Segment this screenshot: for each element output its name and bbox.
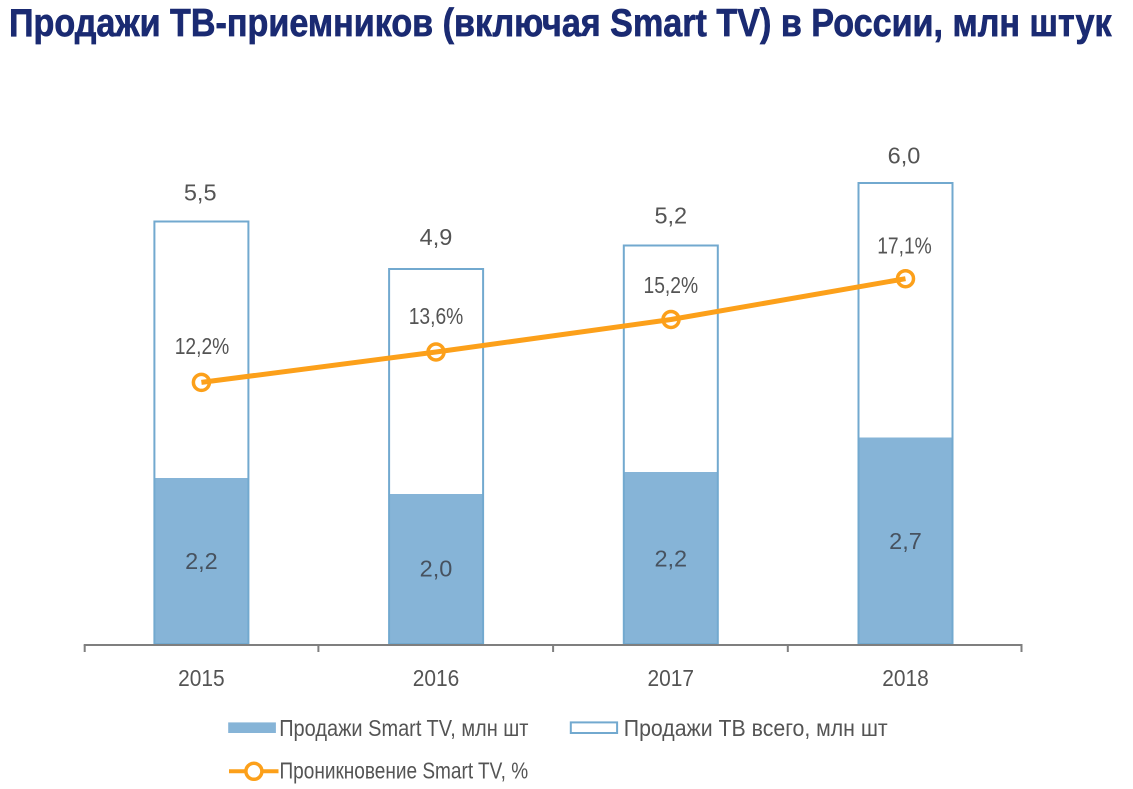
svg-text:2016: 2016 bbox=[413, 665, 460, 691]
svg-text:2017: 2017 bbox=[648, 665, 695, 691]
svg-text:2018: 2018 bbox=[882, 665, 929, 691]
svg-text:6,0: 6,0 bbox=[888, 142, 921, 168]
svg-text:12,2%: 12,2% bbox=[175, 333, 230, 359]
svg-text:2,2: 2,2 bbox=[654, 546, 687, 572]
svg-text:Продажи ТВ всего, млн шт: Продажи ТВ всего, млн шт bbox=[624, 715, 888, 741]
svg-text:5,2: 5,2 bbox=[654, 203, 687, 229]
svg-text:2,2: 2,2 bbox=[185, 548, 218, 574]
svg-text:2015: 2015 bbox=[178, 665, 225, 691]
svg-text:4,9: 4,9 bbox=[420, 224, 453, 250]
svg-text:2,7: 2,7 bbox=[889, 528, 922, 554]
svg-text:13,6%: 13,6% bbox=[409, 303, 464, 329]
svg-text:2,0: 2,0 bbox=[420, 556, 453, 582]
svg-text:15,2%: 15,2% bbox=[644, 272, 699, 298]
svg-text:17,1%: 17,1% bbox=[877, 233, 932, 259]
svg-text:Проникновение Smart TV, %: Проникновение Smart TV, % bbox=[280, 758, 529, 784]
svg-text:5,5: 5,5 bbox=[184, 180, 217, 206]
svg-text:Продажи Smart TV, млн шт: Продажи Smart TV, млн шт bbox=[279, 714, 528, 741]
